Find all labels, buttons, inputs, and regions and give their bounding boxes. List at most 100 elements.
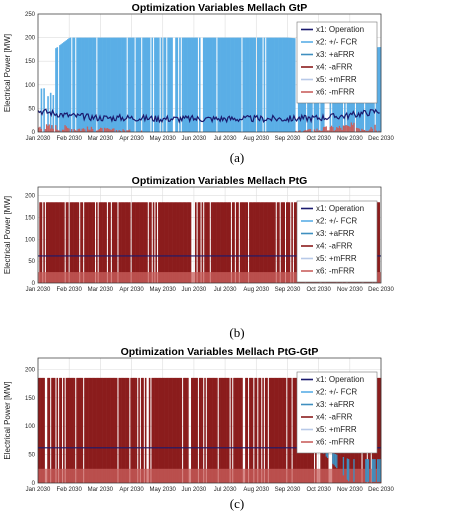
afrr-neg-bar (272, 377, 275, 483)
afrr-neg-bar (96, 377, 98, 483)
afrr-neg-bar (259, 202, 262, 283)
afrr-neg-bar (163, 377, 165, 483)
x-tick-label: Jan 2030 (26, 487, 51, 493)
afrr-neg-bar (200, 377, 202, 483)
afrr-neg-bar (41, 377, 44, 483)
fcr-bar (105, 37, 107, 132)
fcr-bar (230, 37, 233, 132)
afrr-neg-bar (122, 202, 125, 283)
afrr-neg-bar (69, 377, 72, 483)
afrr-neg-bar (245, 377, 247, 483)
x-tick-label: Dec 2030 (368, 287, 394, 293)
axes-frame (37, 357, 382, 484)
afrr-neg-bar (109, 377, 111, 483)
mfrr-neg-bar (333, 130, 335, 132)
afrr-neg-bar (85, 202, 88, 283)
fcr-bar (156, 37, 159, 132)
mfrr-neg-bar (67, 127, 69, 132)
fcr-bar (55, 48, 57, 132)
mfrr-neg-bar (126, 130, 128, 132)
afrr-neg-bar (179, 202, 181, 283)
afrr-neg-bar (163, 202, 165, 283)
fcr-bar (278, 37, 280, 132)
afrr-neg-bar (201, 377, 204, 483)
fcr-bar (246, 37, 249, 132)
afrr-neg-bar (121, 377, 123, 483)
mfrr-neg-band (38, 272, 381, 283)
mfrr-neg-bar (92, 128, 94, 132)
afrr-neg-bar (56, 202, 59, 283)
afrr-neg-bar (224, 377, 226, 483)
afrr-neg-bar (160, 202, 163, 283)
afrr-neg-bar (138, 202, 140, 283)
fcr-bar (214, 37, 217, 132)
x-tick-label: Feb 2030 (57, 287, 83, 293)
afrr-neg-bar (127, 202, 130, 283)
afrr-neg-bar (377, 202, 379, 283)
afrr-neg-bar (60, 377, 63, 483)
fcr-bar (135, 37, 138, 132)
fcr-bar (253, 37, 255, 132)
mfrr-neg-bar (365, 130, 367, 132)
afrr-neg-bar (378, 377, 380, 483)
mfrr-neg-bar (309, 129, 312, 132)
afrr-neg-bar (291, 202, 293, 283)
mfrr-neg-bar (123, 130, 126, 132)
afrr-neg-bar (206, 377, 209, 483)
afrr-neg-bar (206, 202, 209, 283)
afrr-neg-bar (57, 202, 60, 283)
fcr-bar (233, 37, 235, 132)
afrr-neg-bar (97, 377, 99, 483)
fcr-bar (288, 37, 291, 132)
afrr-neg-bar (93, 377, 96, 483)
fcr-bar (212, 37, 214, 132)
fcr-bar (89, 37, 92, 132)
afrr-neg-bar (250, 202, 253, 283)
mfrr-neg-bar (129, 129, 131, 132)
afrr-neg-bar (51, 202, 53, 283)
fcr-bar (235, 37, 238, 132)
afrr-neg-bar (123, 202, 126, 283)
fcr-bar (191, 37, 193, 132)
afrr-neg-bar (100, 202, 102, 283)
afrr-neg-bar (231, 202, 234, 283)
afrr-neg-bar (282, 202, 284, 283)
afrr-neg-bar (114, 202, 117, 283)
afrr-neg-bar (142, 202, 144, 283)
mfrr-neg-bar (89, 129, 91, 132)
afrr-pos-bar (348, 458, 350, 482)
afrr-neg-bar (132, 202, 135, 283)
chart-title: Optimization Variables Mellach PtG-GtP (121, 346, 319, 358)
operation-line (37, 108, 380, 124)
afrr-neg-bar (111, 202, 114, 283)
afrr-neg-bar (295, 377, 297, 483)
afrr-neg-bar (192, 377, 194, 483)
afrr-neg-bar (279, 377, 282, 483)
afrr-neg-bar (218, 202, 221, 283)
afrr-pos-bar (371, 459, 374, 482)
afrr-neg-bar (262, 202, 264, 283)
fcr-bar (169, 37, 172, 132)
legend-entry: x3: +aFRR (316, 50, 355, 59)
x-tick-label: Apr 2030 (119, 487, 144, 493)
fcr-bar (279, 37, 282, 132)
afrr-neg-bar (180, 377, 183, 483)
x-tick-label: Aug 2030 (243, 136, 269, 142)
afrr-neg-bar (216, 202, 218, 283)
fcr-bar (111, 37, 114, 132)
legend: x1: Operation x2: +/- FCR x3: +aFRR x4: -aF… (296, 371, 378, 454)
fcr-bar (379, 47, 382, 132)
mfrr-neg-bar (81, 128, 83, 132)
afrr-neg-bar (140, 202, 143, 283)
fcr-bar (113, 37, 115, 132)
mfrr-neg-bar (313, 129, 316, 132)
mfrr-neg-bar (344, 125, 346, 132)
afrr-neg-bar (165, 377, 168, 483)
afrr-neg-bar (280, 377, 283, 483)
afrr-neg-bar (198, 377, 201, 483)
y-tick-label: 0 (32, 281, 36, 287)
fcr-bar (136, 37, 139, 132)
afrr-neg-bar (72, 202, 74, 283)
mfrr-neg-bar (101, 128, 103, 132)
fcr-bar (155, 37, 158, 132)
